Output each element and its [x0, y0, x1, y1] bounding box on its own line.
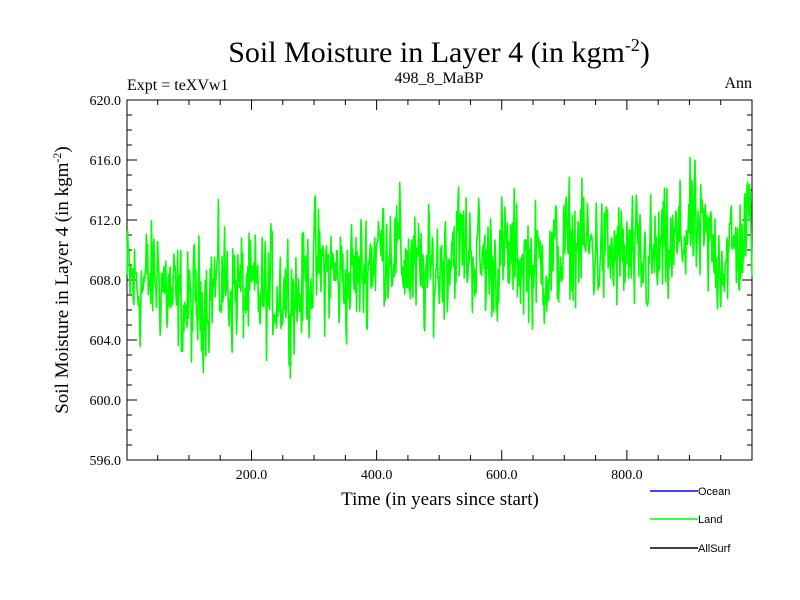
x-tick-label: 600.0 [486, 468, 518, 483]
legend: Ocean Land AllSurf [650, 486, 731, 555]
y-tick-label: 604.0 [90, 334, 122, 349]
x-tick-labels: 200.0 400.0 600.0 800.0 [236, 468, 643, 483]
chart-title-close: ) [640, 36, 650, 69]
subtitle-right: Ann [724, 75, 752, 92]
y-tick-label: 600.0 [90, 394, 122, 409]
y-tick-label: 620.0 [90, 94, 122, 109]
legend-label-allsurf: AllSurf [698, 543, 731, 555]
y-tick-label: 612.0 [90, 214, 122, 229]
y-axis-label: Soil Moisture in Layer 4 (in kgm-2) [50, 146, 73, 414]
x-tick-label: 800.0 [611, 468, 643, 483]
subtitle-left: Expt = teXVw1 [127, 77, 228, 94]
y-tick-label: 596.0 [90, 454, 122, 469]
x-tick-label: 200.0 [236, 468, 268, 483]
subtitle-center: 498_8_MaBP [395, 70, 484, 87]
chart-title-sup: -2 [625, 35, 640, 55]
legend-label-land: Land [698, 514, 722, 526]
chart-title-main: Soil Moisture in Layer 4 (in kgm [228, 36, 625, 69]
y-axis-label-sup: -2 [50, 153, 64, 163]
x-axis-label: Time (in years since start) [341, 489, 539, 510]
y-axis-label-main: Soil Moisture in Layer 4 (in kgm [52, 162, 73, 413]
x-tick-label: 400.0 [361, 468, 393, 483]
chart-title: Soil Moisture in Layer 4 (in kgm-2) [228, 35, 650, 69]
y-tick-label: 608.0 [90, 274, 122, 289]
legend-label-ocean: Ocean [698, 486, 730, 498]
series-group [126, 156, 753, 379]
y-tick-label: 616.0 [90, 154, 122, 169]
y-axis-label-close: ) [52, 146, 73, 152]
y-tick-labels: 596.0 600.0 604.0 608.0 612.0 616.0 620.0 [90, 94, 122, 469]
series-line-land [126, 156, 753, 379]
